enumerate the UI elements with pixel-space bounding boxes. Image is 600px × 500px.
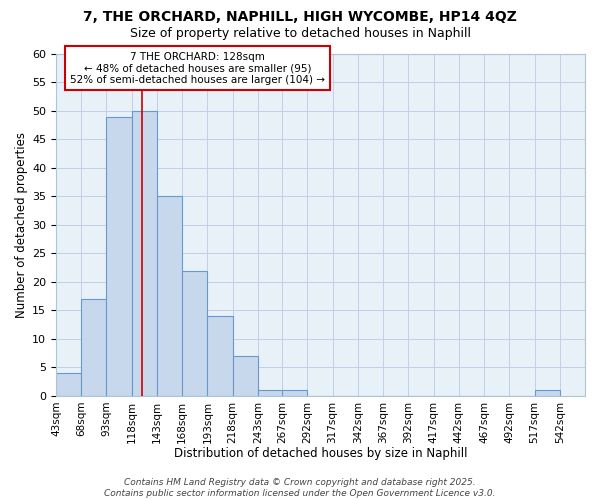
Bar xyxy=(258,390,283,396)
Bar xyxy=(81,299,106,396)
Bar xyxy=(132,111,157,396)
Text: Size of property relative to detached houses in Naphill: Size of property relative to detached ho… xyxy=(130,28,470,40)
X-axis label: Distribution of detached houses by size in Naphill: Distribution of detached houses by size … xyxy=(174,447,467,460)
Text: 7, THE ORCHARD, NAPHILL, HIGH WYCOMBE, HP14 4QZ: 7, THE ORCHARD, NAPHILL, HIGH WYCOMBE, H… xyxy=(83,10,517,24)
Bar xyxy=(157,196,182,396)
Bar xyxy=(233,356,258,396)
Text: 7 THE ORCHARD: 128sqm
← 48% of detached houses are smaller (95)
52% of semi-deta: 7 THE ORCHARD: 128sqm ← 48% of detached … xyxy=(70,52,325,85)
Bar xyxy=(282,390,307,396)
Bar xyxy=(535,390,560,396)
Y-axis label: Number of detached properties: Number of detached properties xyxy=(15,132,28,318)
Text: Contains HM Land Registry data © Crown copyright and database right 2025.
Contai: Contains HM Land Registry data © Crown c… xyxy=(104,478,496,498)
Bar xyxy=(208,316,233,396)
Bar xyxy=(56,373,81,396)
Bar xyxy=(182,270,208,396)
Bar xyxy=(106,116,132,396)
